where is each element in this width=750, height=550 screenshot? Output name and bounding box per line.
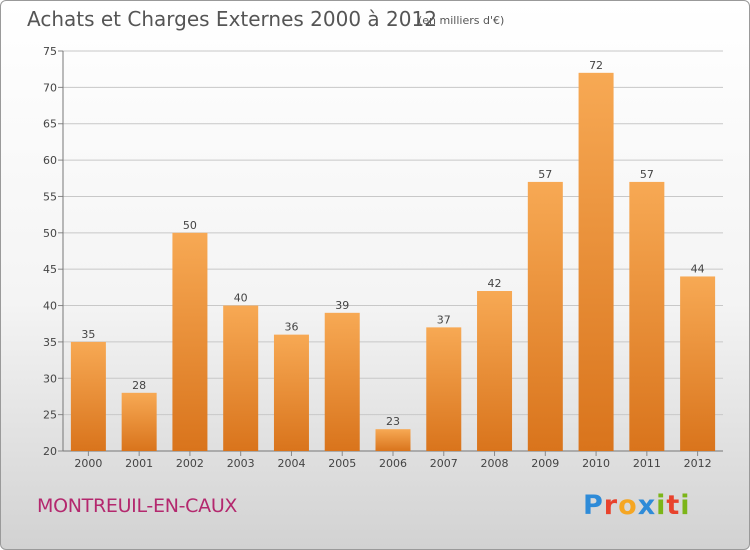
data-label: 44 <box>691 262 705 275</box>
bar <box>527 181 563 451</box>
bar <box>375 429 411 451</box>
logo-letter: x <box>637 490 657 521</box>
bar <box>223 305 259 451</box>
x-tick-label: 2007 <box>430 457 458 470</box>
bar <box>629 181 665 451</box>
y-tick-label: 55 <box>43 190 57 203</box>
data-label: 35 <box>81 328 95 341</box>
x-tick-label: 2010 <box>582 457 610 470</box>
logo-letter: i <box>680 490 691 521</box>
y-tick-label: 50 <box>43 227 57 240</box>
chart-subtitle: (en milliers d'€) <box>418 14 505 27</box>
x-tick-label: 2006 <box>379 457 407 470</box>
logo-letter: o <box>618 490 638 521</box>
data-label: 39 <box>335 299 349 312</box>
logo-letter: r <box>603 490 619 521</box>
data-label: 42 <box>488 277 502 290</box>
x-tick-label: 2008 <box>481 457 509 470</box>
data-label: 23 <box>386 415 400 428</box>
y-tick-label: 45 <box>43 263 57 276</box>
bar <box>121 392 157 451</box>
data-label: 57 <box>640 168 654 181</box>
logo-letter: i <box>656 490 667 521</box>
x-tick-label: 2001 <box>125 457 153 470</box>
logo-letter: t <box>666 490 681 521</box>
chart-title: Achats et Charges Externes 2000 à 2012 <box>27 7 437 31</box>
y-tick-label: 30 <box>43 372 57 385</box>
y-tick-label: 70 <box>43 81 57 94</box>
y-tick-label: 35 <box>43 336 57 349</box>
x-tick-label: 2011 <box>633 457 661 470</box>
data-label: 28 <box>132 379 146 392</box>
y-tick-label: 40 <box>43 300 57 313</box>
bar <box>273 334 309 451</box>
y-tick-label: 65 <box>43 118 57 131</box>
data-label: 40 <box>234 292 248 305</box>
bar <box>324 312 360 451</box>
x-tick-label: 2005 <box>328 457 356 470</box>
bar <box>578 72 614 452</box>
y-tick-label: 20 <box>43 445 57 458</box>
y-tick-label: 60 <box>43 154 57 167</box>
x-tick-label: 2004 <box>277 457 305 470</box>
x-tick-label: 2009 <box>531 457 559 470</box>
bar <box>172 232 208 451</box>
bar <box>426 327 462 451</box>
proxiti-logo: Proxiti <box>583 490 691 521</box>
bar <box>680 276 716 451</box>
x-tick-label: 2002 <box>176 457 204 470</box>
logo-letter: P <box>583 490 604 521</box>
data-label: 36 <box>284 321 298 334</box>
x-tick-label: 2000 <box>74 457 102 470</box>
data-label: 37 <box>437 313 451 326</box>
data-label: 50 <box>183 219 197 232</box>
y-tick-label: 75 <box>43 45 57 58</box>
x-tick-label: 2003 <box>227 457 255 470</box>
bar <box>477 291 513 451</box>
commune-name: MONTREUIL-EN-CAUX <box>37 495 238 517</box>
bar <box>70 341 106 451</box>
data-label: 57 <box>538 168 552 181</box>
data-label: 72 <box>589 59 603 72</box>
y-tick-label: 25 <box>43 409 57 422</box>
x-tick-label: 2012 <box>684 457 712 470</box>
